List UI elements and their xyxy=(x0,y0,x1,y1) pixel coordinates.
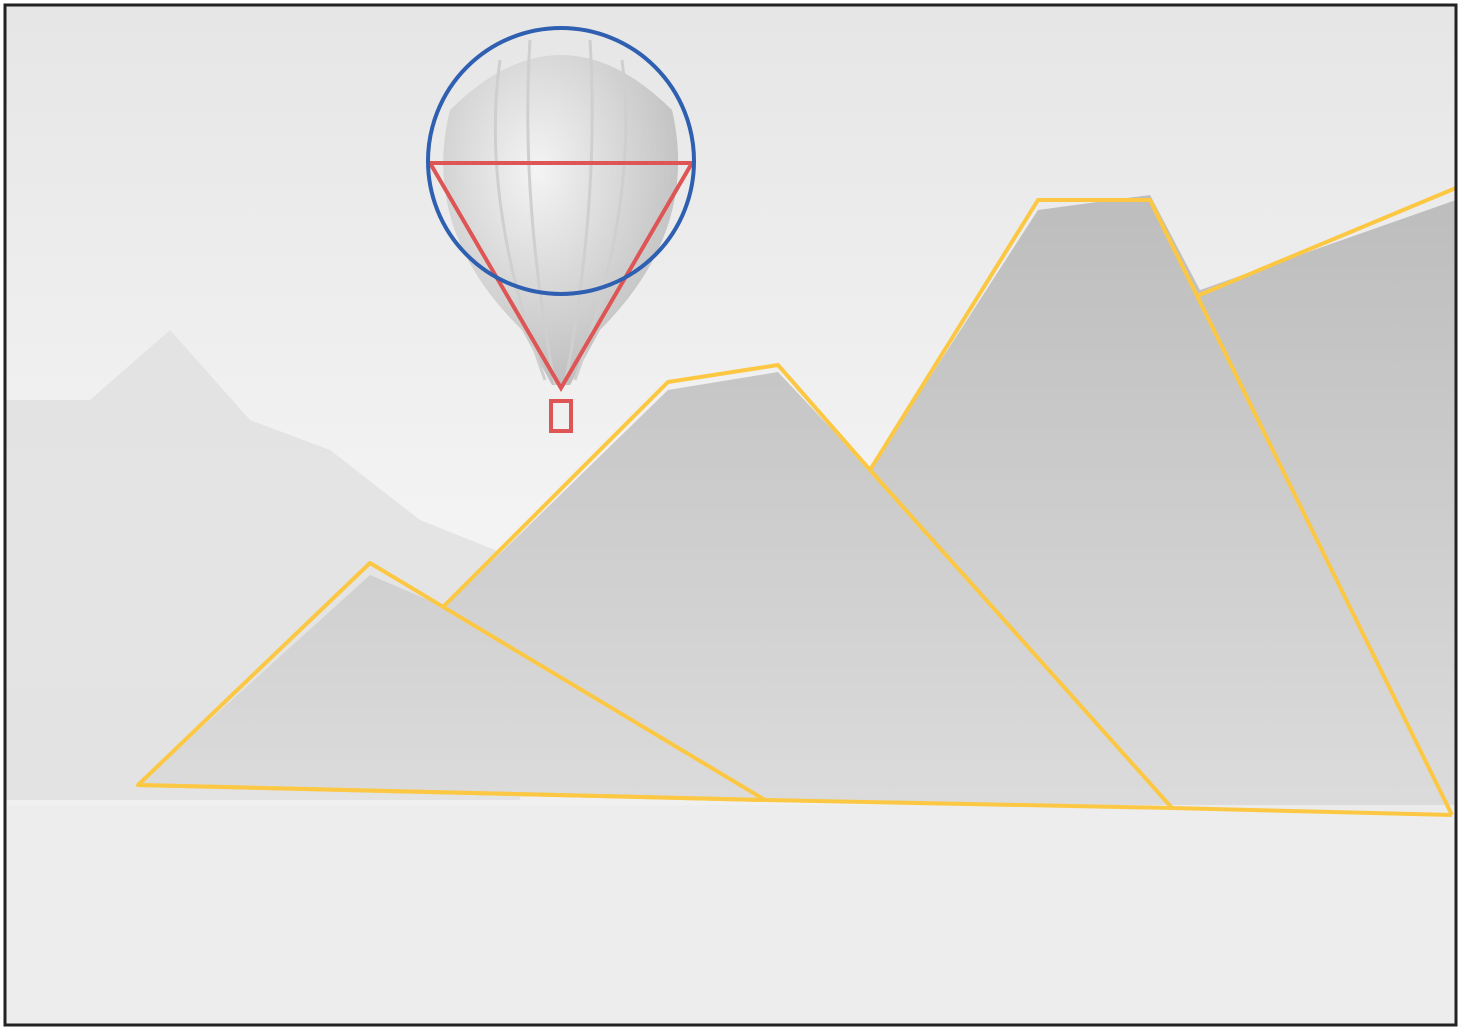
page: (() => { const data = JSON.parse(documen… xyxy=(0,0,1469,1027)
water xyxy=(5,805,1456,1025)
annotated-photo xyxy=(0,0,1469,1027)
